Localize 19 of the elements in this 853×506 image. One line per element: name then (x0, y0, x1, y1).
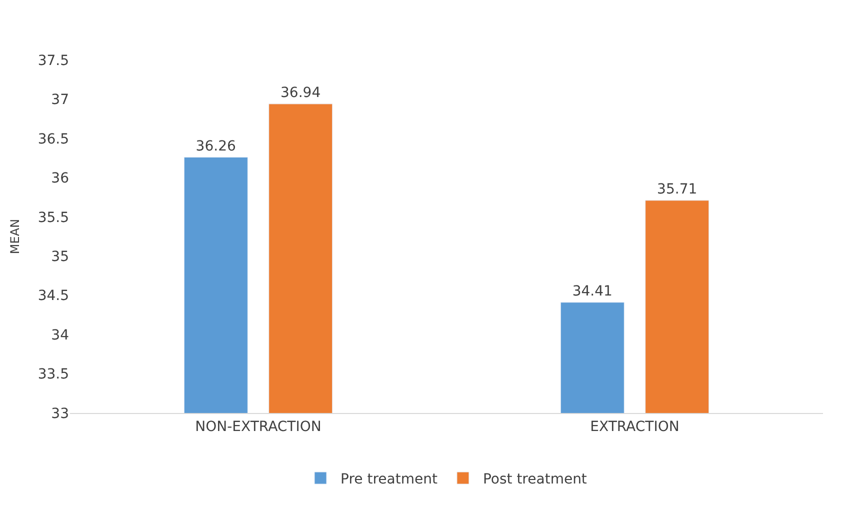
y-tick-label: 37 (51, 92, 69, 108)
y-axis-title: MEAN (8, 218, 22, 254)
data-label: 36.26 (196, 138, 236, 154)
x-tick-label: EXTRACTION (590, 418, 680, 435)
data-label: 35.71 (657, 181, 698, 198)
y-tick-label: 34.5 (38, 288, 69, 304)
y-tick-label: 36.5 (38, 131, 69, 148)
y-tick-label: 36 (51, 170, 70, 187)
y-tick-label: 37.5 (38, 52, 69, 69)
y-tick-label: 34 (51, 327, 70, 344)
legend-label: Pre treatment (340, 471, 438, 488)
x-tick-label: NON-EXTRACTION (195, 418, 322, 435)
data-label: 34.41 (572, 283, 612, 300)
y-tick-label: 33.5 (38, 366, 69, 383)
data-label: 36.94 (280, 84, 321, 101)
y-tick-label: 33 (51, 406, 69, 422)
y-tick-label: 35.5 (38, 210, 69, 226)
legend-label: Post treatment (482, 471, 588, 488)
y-tick-label: 35 (51, 249, 69, 266)
